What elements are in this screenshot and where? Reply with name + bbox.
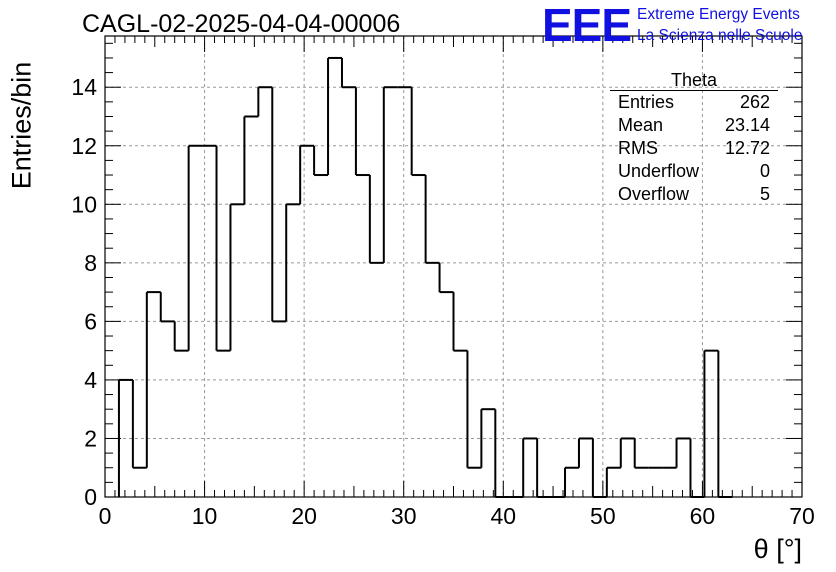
histogram-bin — [229, 203, 245, 351]
stats-row-mean: Mean 23.14 — [610, 114, 778, 137]
y-tick-label: 8 — [84, 250, 97, 276]
x-tick-label: 30 — [391, 503, 417, 529]
histogram-bin — [299, 144, 315, 205]
y-tick-label: 0 — [84, 484, 97, 510]
y-tick-label: 4 — [84, 367, 97, 393]
stats-value: 23.14 — [724, 115, 770, 135]
brand-text: Extreme Energy Events La Scienza nelle S… — [637, 4, 802, 46]
histogram-bin — [340, 57, 356, 89]
stats-row-underflow: Underflow 0 — [610, 160, 778, 183]
histogram-bin — [605, 466, 621, 497]
histogram-bin — [675, 437, 691, 468]
stats-value: 0 — [759, 161, 770, 181]
histogram-bin — [243, 115, 259, 205]
y-tick-label: 2 — [84, 425, 97, 451]
stats-label: Overflow — [618, 184, 690, 204]
histogram-bin — [354, 87, 370, 177]
histogram-bin — [368, 175, 384, 264]
stats-value: 262 — [739, 92, 770, 112]
x-tick-label: 0 — [99, 503, 112, 529]
brand-line-2: La Scienza nelle Scuole — [637, 27, 803, 44]
histogram-bin — [480, 408, 496, 468]
histogram-bin — [327, 56, 342, 176]
histogram-bin — [466, 350, 482, 469]
stats-label: RMS — [618, 138, 658, 158]
eee-logo: EEE — [542, 0, 632, 51]
histogram-bin — [173, 321, 189, 352]
y-tick-label: 6 — [84, 308, 97, 334]
histogram-bin — [564, 466, 579, 497]
stats-box: Theta Entries 262 Mean 23.14 RMS 12.72 U… — [610, 70, 778, 206]
brand-line-1: Extreme Energy Events — [637, 6, 800, 23]
y-tick-label: 10 — [71, 191, 97, 217]
x-axis-label: θ [°] — [753, 534, 802, 564]
histogram-bin — [438, 262, 454, 294]
grid-lines — [105, 36, 802, 497]
histogram-bin — [717, 350, 733, 498]
histogram-bin — [271, 87, 287, 323]
histogram-bin — [159, 292, 175, 323]
histogram-bin — [689, 438, 705, 498]
histogram-bin — [215, 145, 231, 352]
histogram-bin — [410, 87, 426, 177]
histogram-steps — [117, 56, 733, 498]
y-tick-label: 12 — [71, 133, 97, 159]
histogram-bin — [382, 86, 398, 263]
histogram-bin — [703, 349, 719, 497]
stats-row-entries: Entries 262 — [610, 91, 778, 114]
stats-row-overflow: Overflow 5 — [610, 183, 778, 206]
histogram-bin — [313, 145, 329, 177]
y-axis-label: Entries/bin — [6, 61, 37, 190]
histogram-bin — [522, 437, 538, 497]
histogram-bin — [257, 86, 273, 117]
x-tick-label: 60 — [690, 503, 716, 529]
run-title: CAGL-02-2025-04-04-00006 — [82, 10, 401, 38]
histogram-bin — [536, 438, 552, 498]
stats-label: Underflow — [618, 161, 700, 181]
histogram-bin — [452, 292, 468, 352]
x-tick-label: 10 — [192, 503, 218, 529]
x-tick-label: 50 — [590, 503, 616, 529]
x-tick-label: 20 — [291, 503, 317, 529]
x-tick-label: 40 — [490, 503, 516, 529]
histogram-bin — [591, 438, 607, 498]
histogram-bin — [577, 437, 593, 468]
histogram-bin — [494, 409, 510, 498]
y-tick-label: 14 — [71, 74, 97, 100]
histogram-bin — [145, 291, 161, 468]
histogram-bin — [187, 144, 203, 351]
histogram-bin — [619, 437, 635, 468]
histogram-bin — [424, 175, 440, 264]
ticks — [104, 36, 803, 498]
x-tick-label: 70 — [789, 503, 815, 529]
histogram-bin — [117, 378, 133, 497]
stats-title: Theta — [610, 70, 778, 91]
stats-value: 5 — [759, 184, 770, 204]
stats-label: Mean — [618, 115, 664, 135]
histogram-bin — [131, 379, 147, 469]
stats-value: 12.72 — [724, 138, 770, 158]
stats-label: Entries — [618, 92, 675, 112]
histogram-bin — [633, 438, 649, 469]
histogram-bin — [285, 203, 301, 322]
stats-row-rms: RMS 12.72 — [610, 137, 778, 160]
